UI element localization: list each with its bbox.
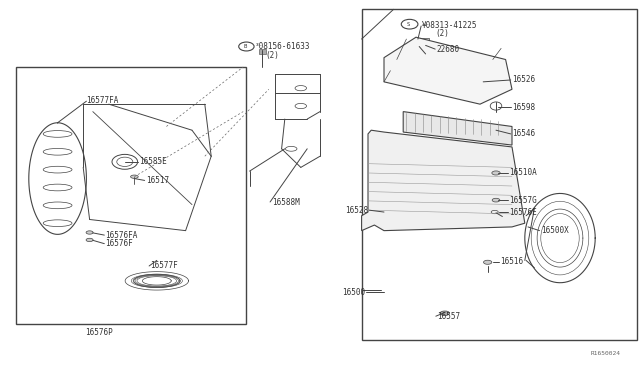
Bar (16, 67, 246, 324)
Bar (417, 38, 429, 46)
Ellipse shape (131, 175, 138, 179)
Ellipse shape (492, 198, 500, 202)
Text: 16557G: 16557G (509, 196, 536, 205)
Text: B: B (243, 44, 247, 49)
Text: 16500: 16500 (342, 288, 365, 296)
Text: S: S (406, 22, 410, 27)
Text: 16577FA: 16577FA (86, 96, 119, 105)
Text: 16576FA: 16576FA (106, 231, 138, 240)
Text: R1650024: R1650024 (591, 351, 621, 356)
Text: 16585E: 16585E (140, 157, 167, 166)
Text: 16526: 16526 (512, 76, 535, 84)
Text: 22680: 22680 (436, 45, 460, 54)
Ellipse shape (86, 231, 93, 234)
Text: 16588M: 16588M (272, 198, 300, 207)
Text: 16576P: 16576P (85, 328, 113, 337)
Text: 16528: 16528 (345, 206, 368, 215)
Text: 16557: 16557 (437, 312, 460, 321)
Text: 16546: 16546 (512, 129, 535, 138)
Bar (362, 9, 637, 340)
Bar (259, 49, 266, 54)
Polygon shape (384, 37, 512, 104)
Text: ³08156-61633: ³08156-61633 (255, 42, 310, 51)
Text: 16576F: 16576F (106, 239, 133, 248)
Polygon shape (403, 112, 512, 145)
Ellipse shape (440, 311, 449, 315)
Polygon shape (362, 130, 525, 231)
Ellipse shape (86, 238, 93, 242)
Text: 16577F: 16577F (150, 262, 178, 270)
Text: 16598: 16598 (512, 103, 535, 112)
Text: 16576E: 16576E (509, 208, 536, 217)
Text: 16517: 16517 (146, 176, 169, 185)
Text: 16500X: 16500X (541, 226, 568, 235)
Text: ¥08313-41225: ¥08313-41225 (422, 21, 478, 30)
Text: (2): (2) (435, 29, 449, 38)
Text: (2): (2) (266, 51, 280, 60)
Ellipse shape (492, 171, 500, 175)
Text: 16516: 16516 (500, 257, 524, 266)
Text: 16510A: 16510A (509, 169, 536, 177)
Ellipse shape (484, 260, 492, 264)
